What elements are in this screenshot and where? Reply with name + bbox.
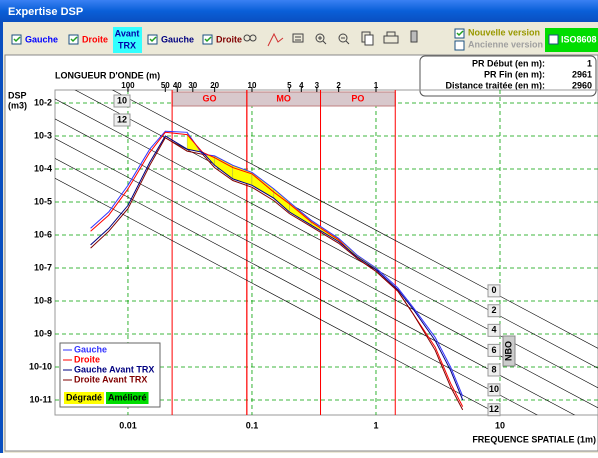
iso-line	[55, 158, 538, 415]
legend-label: Droite Avant TRX	[74, 374, 147, 384]
x-tick-label: 0.01	[119, 420, 137, 430]
iso-label[interactable]: ISO8608	[561, 34, 597, 44]
tool-icons[interactable]	[243, 30, 418, 47]
iso-label-box	[113, 94, 131, 108]
legend-swatch	[106, 392, 149, 404]
badge-text: TRX	[118, 40, 136, 50]
iso-label-box	[113, 113, 131, 127]
iso-label: 4	[491, 325, 496, 335]
checkbox[interactable]	[454, 40, 465, 51]
iso-line	[74, 90, 598, 369]
toggle-label[interactable]: Gauche	[161, 34, 194, 44]
info-value: 1	[587, 58, 592, 68]
info-value: 2961	[572, 69, 592, 79]
series-line	[90, 137, 464, 411]
legend-label: Droite	[74, 354, 100, 364]
iso-label: 8	[491, 364, 496, 374]
x2-tick-label: 1	[374, 81, 379, 90]
badge-text: Avant	[115, 28, 140, 38]
x2-tick-label: 40	[173, 81, 182, 90]
iso-label-box	[487, 304, 501, 318]
plot-layer	[55, 90, 598, 415]
iso-label-box	[487, 323, 501, 337]
y-tick-label: 10-8	[34, 295, 52, 305]
x2-tick-label: 10	[248, 81, 257, 90]
option-label[interactable]: Nouvelle version	[468, 27, 540, 37]
iso-label: 0	[491, 285, 496, 295]
y-tick-label: 10-4	[34, 163, 52, 173]
title-bar	[0, 0, 598, 22]
band-label: MO	[276, 93, 291, 103]
iso-line	[111, 90, 598, 349]
iso-label-box	[487, 383, 501, 397]
window-title: Expertise DSP	[8, 6, 83, 18]
y-tick-label: 10-2	[34, 97, 52, 107]
info-label: Distance traitée (en m):	[445, 80, 545, 90]
iso-label: 10	[117, 95, 127, 105]
y-axis-title: DSP	[8, 90, 27, 100]
x-tick-label: 10	[495, 420, 505, 430]
iso-line	[55, 177, 501, 415]
series-line	[90, 130, 464, 397]
nbo-label: NBO	[503, 341, 513, 361]
info-box	[419, 55, 597, 97]
legend-label: Gauche Avant TRX	[74, 364, 154, 374]
x2-tick-label: 5	[287, 81, 292, 90]
option-label[interactable]: Ancienne version	[468, 39, 543, 49]
x2-tick-label: 4	[299, 81, 304, 90]
y-tick-label: 10-9	[34, 328, 52, 338]
x2-tick-label: 30	[188, 81, 197, 90]
iso-label: 12	[117, 114, 127, 124]
y-axis-title: (m3)	[8, 100, 27, 110]
iso-label-box	[487, 343, 501, 357]
toggle-label[interactable]: Droite	[216, 34, 242, 44]
info-label: PR Début (en m):	[472, 58, 545, 68]
y-tick-label: 10-6	[34, 229, 52, 239]
y-tick-label: 10-10	[29, 361, 52, 371]
info-label: PR Fin (en m):	[484, 69, 545, 79]
info-value: 2960	[572, 80, 592, 90]
iso-label: 2	[491, 305, 496, 315]
iso-line	[55, 138, 576, 415]
x-axis-title: FREQUENCE SPATIALE (1m)	[472, 434, 596, 444]
legend-swatch	[64, 392, 105, 404]
x2-tick-label: 50	[161, 81, 170, 90]
iso-label: 10	[489, 384, 499, 394]
band-label: PO	[351, 93, 364, 103]
x-tick-label: 0.1	[246, 420, 259, 430]
legend-label: Dégradé	[66, 392, 102, 402]
x2-axis-title: LONGUEUR D'ONDE (m)	[55, 70, 160, 80]
y-tick-label: 10-5	[34, 196, 52, 206]
iso-label: 6	[491, 345, 496, 355]
iso-label-box	[487, 363, 501, 377]
y-tick-label: 10-3	[34, 130, 52, 140]
plot-frame	[54, 89, 598, 416]
iso-label-box	[487, 403, 501, 417]
x2-tick-label: 100	[121, 81, 135, 90]
iso-label-box	[487, 284, 501, 298]
checkbox[interactable]	[548, 34, 559, 45]
badge	[113, 27, 142, 53]
toggle-label[interactable]: Droite	[82, 34, 108, 44]
nbo-box	[502, 335, 516, 367]
legend-label: Amélioré	[108, 392, 147, 402]
toolbar: Gauche Droite Avant TRX Gauche Droite No…	[11, 27, 598, 53]
y-tick-label: 10-11	[29, 394, 52, 404]
y-tick-label: 10-7	[34, 262, 52, 272]
series-line	[90, 135, 464, 401]
x-tick-label: 1	[373, 420, 378, 430]
iso-label: 12	[489, 404, 499, 414]
toggle-label[interactable]: Gauche	[25, 34, 58, 44]
x2-tick-label: 2	[336, 81, 341, 90]
band-label: GO	[202, 93, 216, 103]
x2-tick-label: 20	[210, 81, 219, 90]
x2-tick-label: 3	[315, 81, 320, 90]
legend-label: Gauche	[74, 344, 107, 354]
